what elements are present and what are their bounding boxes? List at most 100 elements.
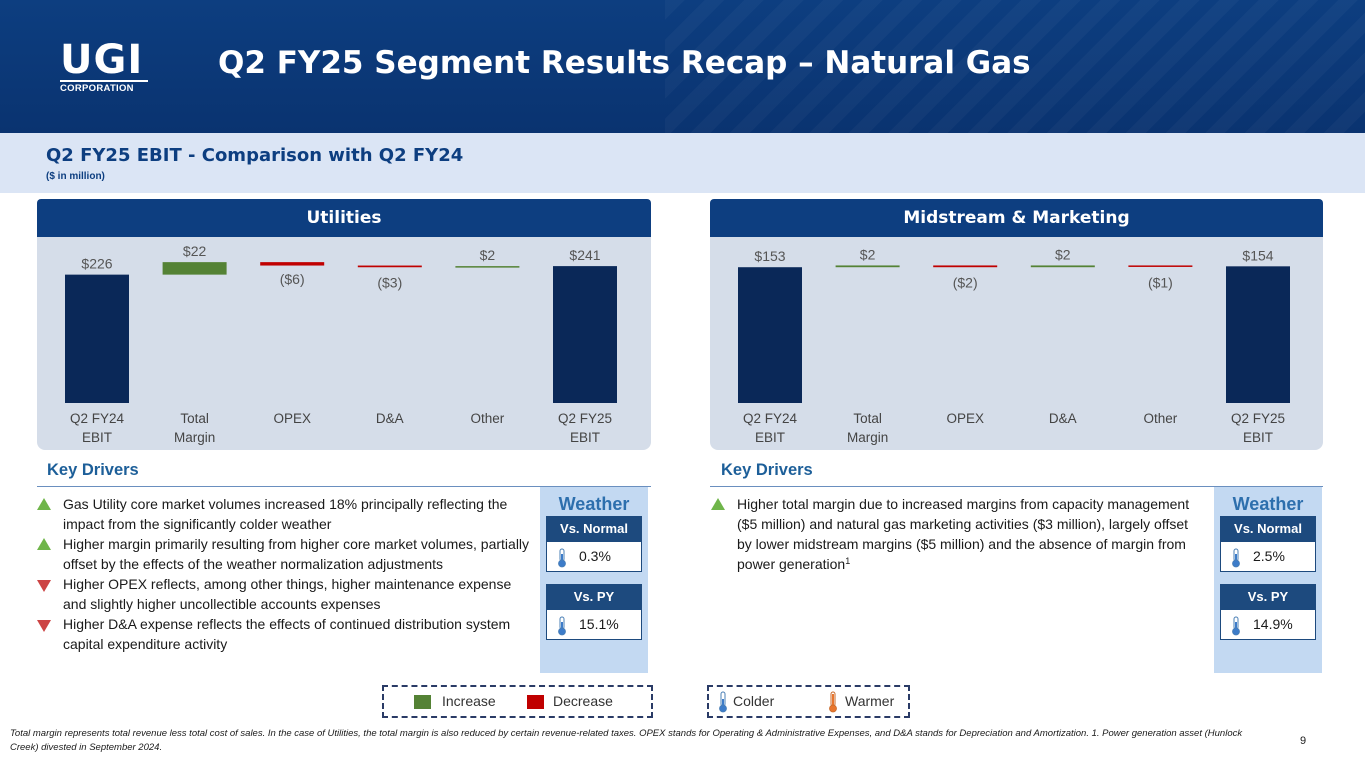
header-bar: UGI CORPORATION Q2 FY25 Segment Results … (0, 0, 1365, 133)
utilities-waterfall-chart: $226 Q2 FY24 EBIT $22 Total Margin ($6) OPEX ($3… (65, 243, 617, 445)
midstream-chart-title: Midstream & Marketing (903, 208, 1130, 228)
data-label-2: ($2) (953, 274, 978, 290)
increase-arrow-icon (37, 538, 51, 550)
thermometer-warmer-icon (829, 691, 837, 713)
vs-py-value: 14.9% (1220, 609, 1316, 640)
data-label-2: ($6) (280, 271, 305, 287)
thermometer-colder-icon (719, 691, 727, 713)
data-label-4: ($1) (1148, 274, 1173, 290)
vs-py-header: Vs. PY (546, 584, 642, 609)
category-label-1: Total Margin (174, 411, 215, 445)
data-label-1: $22 (183, 243, 207, 259)
decrease-arrow-icon (37, 620, 51, 632)
right-bullet-list: Higher total margin due to increased mar… (711, 494, 1206, 574)
bar-1 (835, 265, 900, 268)
utilities-chart-title: Utilities (306, 208, 382, 228)
weather-py-pct: 14.9% (1253, 616, 1293, 632)
bullet-text: Higher total margin due to increased mar… (737, 496, 1190, 572)
right-weather-box: Weather Vs. Normal 2.5% Vs. PY 14.9% (1214, 487, 1322, 673)
data-label-3: $2 (1055, 246, 1071, 262)
colder-legend-label: Colder (733, 693, 775, 709)
bar-0 (65, 274, 129, 403)
bar-0 (738, 267, 802, 403)
vs-normal-header: Vs. Normal (546, 516, 642, 541)
section-title: Q2 FY25 EBIT - Comparison with Q2 FY24 (46, 145, 464, 166)
weather-normal-pct: 2.5% (1253, 548, 1285, 564)
list-item: Higher total margin due to increased mar… (711, 494, 1206, 574)
vs-py-value: 15.1% (546, 609, 642, 640)
increase-swatch (414, 695, 431, 709)
right-key-drivers-title: Key Drivers (721, 461, 813, 479)
weather-legend: Colder Warmer (707, 685, 910, 718)
page-number: 9 (1300, 735, 1307, 747)
increase-legend-label: Increase (442, 693, 496, 709)
vs-normal-header: Vs. Normal (1220, 516, 1316, 541)
category-label-5: Q2 FY25 EBIT (1231, 411, 1285, 445)
utilities-chart-panel: $226 Q2 FY24 EBIT $22 Total Margin ($6) OPEX ($3… (37, 237, 651, 450)
vs-py-header: Vs. PY (1220, 584, 1316, 609)
weather-normal-pct: 0.3% (579, 548, 611, 564)
list-item: Gas Utility core market volumes increase… (37, 494, 532, 534)
increase-arrow-icon (711, 498, 725, 510)
decrease-arrow-icon (37, 580, 51, 592)
category-label-1: Total Margin (847, 411, 888, 445)
left-divider (37, 486, 651, 487)
increase-arrow-icon (37, 498, 51, 510)
thermometer-colder-icon (1232, 548, 1240, 568)
footnote: Total margin represents total revenue le… (10, 728, 1243, 753)
logo-subtext: CORPORATION (60, 80, 148, 94)
bar-3 (357, 265, 422, 268)
right-divider (710, 486, 1323, 487)
left-weather-box: Weather Vs. Normal 0.3% Vs. PY 15.1% (540, 487, 648, 673)
data-label-0: $153 (754, 248, 785, 264)
decrease-swatch (527, 695, 544, 709)
data-label-5: $241 (569, 247, 600, 263)
bar-5 (1226, 266, 1290, 403)
left-bullet-list: Gas Utility core market volumes increase… (37, 494, 532, 654)
category-label-5: Q2 FY25 EBIT (558, 411, 612, 445)
header-pattern (665, 0, 1365, 133)
bullet-text: Higher D&A expense reflects the effects … (63, 616, 511, 652)
category-label-4: Other (1144, 411, 1178, 426)
bar-3 (1030, 265, 1095, 268)
bullet-text: Higher OPEX reflects, among other things… (63, 576, 512, 612)
bar-5 (553, 266, 617, 403)
bar-2 (260, 262, 325, 266)
section-band: Q2 FY25 EBIT - Comparison with Q2 FY24 (… (0, 133, 1365, 193)
bar-4 (1128, 265, 1193, 267)
data-label-4: $2 (480, 247, 496, 263)
thermometer-colder-icon (558, 548, 566, 568)
data-label-1: $2 (860, 246, 876, 262)
category-label-2: OPEX (273, 411, 311, 426)
section-subtitle: ($ in million) (46, 171, 105, 182)
footnote-ref: 1 (845, 556, 851, 566)
category-label-3: D&A (376, 411, 404, 426)
list-item: Higher margin primarily resulting from h… (37, 534, 532, 574)
list-item: Higher OPEX reflects, among other things… (37, 574, 532, 614)
page-title: Q2 FY25 Segment Results Recap – Natural … (218, 45, 1031, 81)
weather-title: Weather (558, 494, 630, 514)
category-label-0: Q2 FY24 EBIT (743, 411, 798, 445)
category-label-2: OPEX (946, 411, 984, 426)
data-label-3: ($3) (377, 275, 402, 291)
thermometer-colder-icon (1232, 616, 1240, 636)
bar-1 (162, 262, 227, 275)
bar-4 (455, 266, 520, 268)
ugi-logo: UGI CORPORATION (60, 37, 148, 94)
category-label-3: D&A (1049, 411, 1077, 426)
data-label-0: $226 (81, 256, 112, 272)
left-key-drivers-title: Key Drivers (47, 461, 139, 479)
weather-py-pct: 15.1% (579, 616, 619, 632)
bar-legend: Increase Decrease (382, 685, 653, 718)
category-label-0: Q2 FY24 EBIT (70, 411, 125, 445)
logo-text: UGI (60, 37, 144, 83)
midstream-panel-header: Midstream & Marketing (710, 199, 1323, 237)
thermometer-colder-icon (558, 616, 566, 636)
warmer-legend-label: Warmer (845, 693, 895, 709)
midstream-chart-panel: $153 Q2 FY24 EBIT $2 Total Margin ($2) OPEX $2 D&… (710, 237, 1323, 450)
utilities-panel-header: Utilities (37, 199, 651, 237)
vs-normal-value: 0.3% (546, 541, 642, 572)
midstream-waterfall-chart: $153 Q2 FY24 EBIT $2 Total Margin ($2) OPEX $2 D&… (738, 246, 1290, 445)
category-label-4: Other (471, 411, 505, 426)
list-item: Higher D&A expense reflects the effects … (37, 614, 532, 654)
